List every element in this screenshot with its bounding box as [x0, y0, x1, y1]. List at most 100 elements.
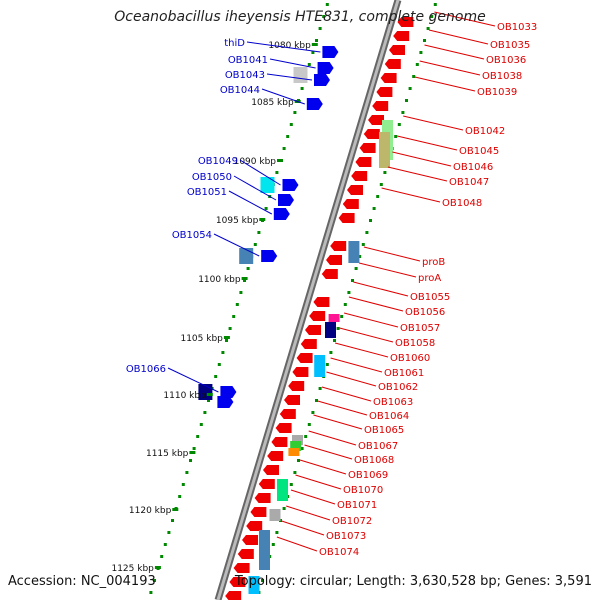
label-leader [343, 312, 399, 328]
right-gene-label: OB1062 [378, 382, 418, 393]
label-leader [428, 29, 489, 45]
kbp-tick-label: 1085 kbp [251, 98, 294, 108]
genome-summary-text: Topology: circular; Length: 3,630,528 bp… [234, 574, 592, 589]
right-gene-label: proB [422, 257, 445, 268]
tick-dot [415, 63, 419, 66]
label-leader [266, 73, 313, 81]
label-leader [403, 115, 464, 131]
left-gene-label: OB1054 [172, 230, 212, 241]
reverse-gene [305, 325, 321, 335]
tick-dot [379, 183, 383, 186]
tick-dot [217, 363, 221, 366]
kbp-tick-mark [154, 566, 161, 569]
tick-dot [351, 279, 354, 282]
feature-box [259, 530, 270, 570]
right-gene-label: OB1033 [497, 22, 537, 33]
reverse-gene [355, 157, 372, 167]
kbp-tick-mark [189, 451, 196, 454]
reverse-gene [397, 17, 414, 27]
label-leader [269, 58, 316, 69]
tick-dot [239, 291, 243, 294]
forward-gene [282, 179, 299, 191]
tick-dot [318, 27, 322, 30]
tick-dot [419, 51, 423, 54]
tick-dot [405, 99, 408, 102]
tick-dot [408, 87, 412, 90]
tick-dot [340, 315, 344, 318]
label-leader [317, 400, 368, 416]
label-leader [419, 60, 481, 76]
tick-dot [160, 555, 164, 558]
reverse-gene [237, 549, 254, 559]
label-leader [233, 175, 277, 201]
feature-box [248, 576, 260, 594]
tick-dot [246, 267, 250, 270]
tick-dot [253, 243, 257, 246]
tick-dot [336, 327, 340, 330]
reverse-gene [351, 171, 368, 181]
right-gene-label: OB1073 [326, 531, 366, 542]
tick-dot [372, 207, 376, 210]
kbp-tick-mark [206, 393, 213, 396]
kbp-tick-mark [311, 43, 318, 46]
label-leader [167, 367, 219, 393]
gene-track [198, 17, 414, 600]
right-gene-label: OB1068 [354, 455, 394, 466]
label-leader [290, 489, 336, 505]
kbp-tick-label: 1080 kbp [268, 41, 311, 51]
label-leader [434, 11, 496, 27]
right-gene-label: OB1035 [490, 40, 530, 51]
left-gene-labels: thiD OB1041 OB1043 OB1044 OB1049 OB1050 OB1051… [126, 38, 321, 393]
label-leader [392, 151, 452, 167]
label-leader [397, 135, 458, 151]
reverse-gene [258, 479, 275, 489]
tick-dot [228, 327, 232, 330]
left-gene-label: OB1041 [228, 55, 268, 66]
label-leader [281, 520, 325, 536]
feature-box [269, 509, 281, 521]
reverse-gene [363, 129, 380, 139]
left-gene-label: OB1066 [126, 364, 166, 375]
right-gene-label: OB1036 [486, 55, 526, 66]
tick-dot [311, 51, 315, 54]
tick-dot [189, 459, 192, 462]
kbp-tick-labels: 1080 kbp 1085 kbp 1090 kbp 1095 kbp 1100 kbp… [111, 41, 318, 574]
right-gene-label: OB1039 [477, 87, 517, 98]
right-gene-label: OB1058 [395, 338, 435, 349]
tick-dot [171, 519, 174, 522]
tick-dot [300, 447, 304, 450]
reverse-gene [321, 269, 338, 279]
tick-dot [304, 435, 308, 438]
left-gene-label: OB1051 [187, 187, 227, 198]
tick-dot [275, 171, 279, 174]
right-gene-label: OB1042 [465, 126, 505, 137]
reverse-gene [242, 535, 258, 545]
right-gene-label: OB1048 [442, 198, 482, 209]
right-gene-label: proA [418, 273, 441, 284]
tick-dot [307, 423, 311, 426]
forward-gene [322, 46, 339, 58]
label-leader [334, 342, 389, 358]
forward-gene [261, 250, 278, 262]
kbp-tick-label: 1110 kbp [163, 391, 206, 401]
reverse-gene [330, 241, 347, 251]
label-leader [286, 505, 331, 521]
tick-dot [311, 411, 315, 414]
tick-dot [397, 123, 401, 126]
tick-dot [394, 135, 398, 138]
right-gene-label: OB1065 [364, 425, 404, 436]
reverse-gene [380, 73, 397, 83]
forward-gene [306, 98, 323, 110]
tick-dot [293, 111, 297, 114]
reverse-gene [300, 339, 317, 349]
accession-text: Accession: NC_004193 [8, 574, 156, 589]
backbone [214, 0, 402, 600]
tick-dot [401, 111, 405, 114]
tick-dot [369, 219, 372, 222]
feature-box [290, 441, 302, 451]
kbp-tick-label: 1120 kbp [129, 506, 172, 516]
label-leader [261, 88, 305, 105]
tick-dot [365, 231, 369, 234]
kbp-tick-label: 1125 kbp [111, 564, 154, 574]
right-gene-label: OB1047 [449, 177, 489, 188]
